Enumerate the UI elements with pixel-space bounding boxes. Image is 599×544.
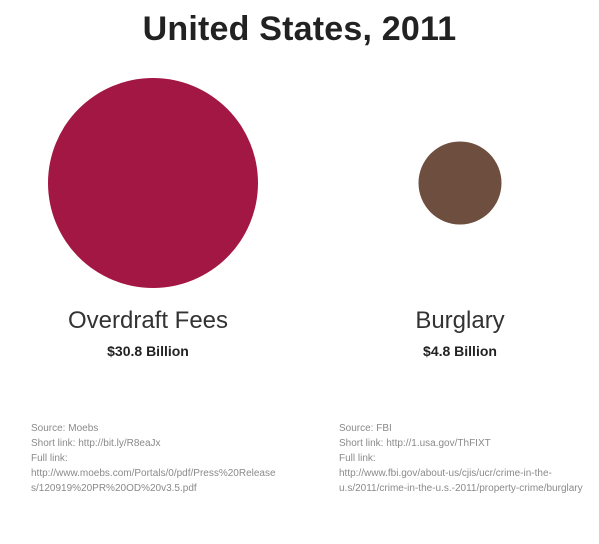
value-label-burglary: $4.8 Billion — [423, 343, 497, 359]
chart-title: United States, 2011 — [142, 10, 457, 48]
source-note-moebs: Source: Moebs Short link: http://bit.ly/… — [31, 423, 276, 494]
value-label-overdraft-fees: $30.8 Billion — [107, 343, 189, 359]
bubble-burglary — [418, 141, 502, 225]
category-label-overdraft-fees: Overdraft Fees — [67, 307, 229, 334]
bubble-overdraft-fees — [48, 78, 258, 288]
source-note-fbi: Source: FBI Short link: http://1.usa.gov… — [339, 423, 583, 494]
category-label-burglary: Burglary — [415, 307, 505, 334]
